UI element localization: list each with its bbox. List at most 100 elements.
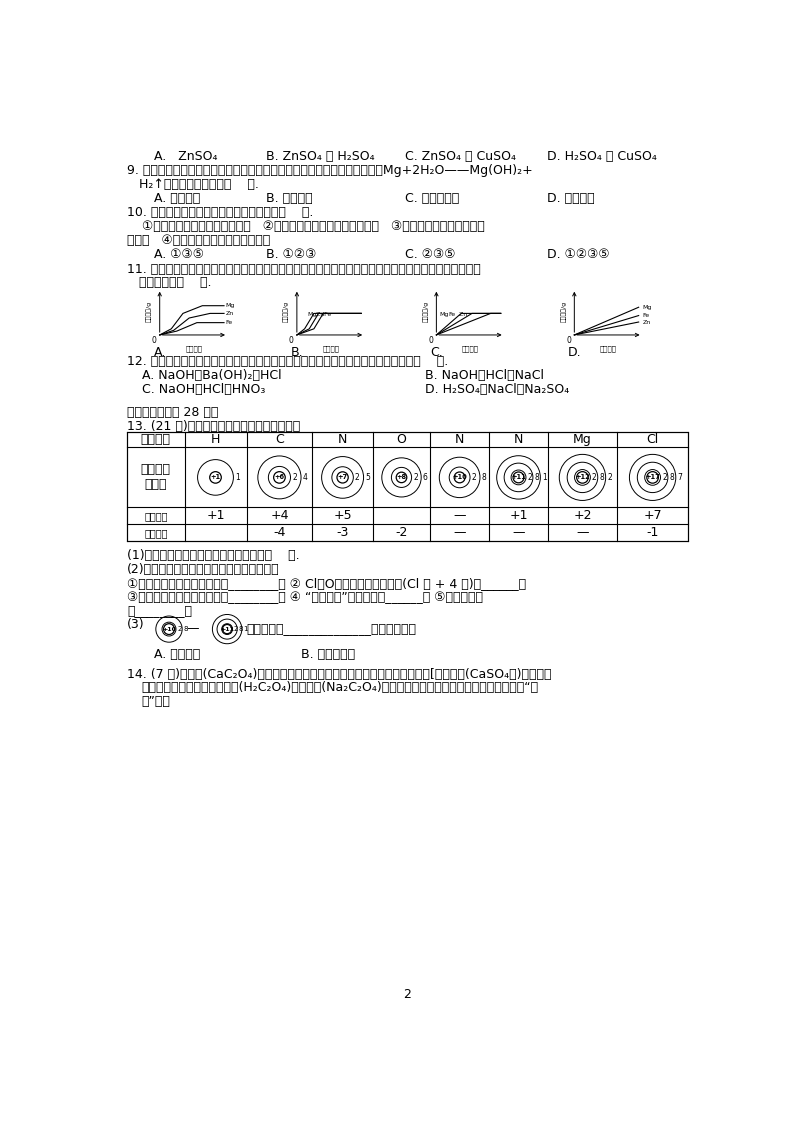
Text: 10. 下列有关物质用途的说法中，正确的是（    ）.: 10. 下列有关物质用途的说法中，正确的是（ ）. xyxy=(127,207,314,219)
Text: 反应时间: 反应时间 xyxy=(322,345,340,351)
Text: 0: 0 xyxy=(429,336,434,345)
Text: Fe: Fe xyxy=(448,312,455,317)
Text: C. NaOH、HCl、HNO₃: C. NaOH、HCl、HNO₃ xyxy=(142,383,265,395)
Circle shape xyxy=(513,472,524,483)
Text: ③能使紫色溶液变蓝的气体是________； ④ “西气东输”所输气体是______； ⑤最碱性的盐: ③能使紫色溶液变蓝的气体是________； ④ “西气东输”所输气体是____… xyxy=(127,591,484,603)
Text: 12. 现有四组物质的溶液，仅用醒酸溶液及同组物质之间相互反应就能鉴别出来的是（    ）.: 12. 现有四组物质的溶液，仅用醒酸溶液及同组物质之间相互反应就能鉴别出来的是（… xyxy=(127,355,449,368)
Text: ①用稀硫酸清除钙铁表面的铁锈   ②用碳酸氢钓作烤制糕点的发酵粉   ③用氯氧化钓中和胃中过多: ①用稀硫酸清除钙铁表面的铁锈 ②用碳酸氢钓作烤制糕点的发酵粉 ③用氯氧化钓中和胃… xyxy=(142,220,484,234)
Text: H₂↑，此反应类型属于（    ）.: H₂↑，此反应类型属于（ ）. xyxy=(127,177,259,191)
Text: A.: A. xyxy=(153,346,166,358)
Text: N: N xyxy=(455,433,464,446)
Text: 2: 2 xyxy=(413,473,418,482)
Circle shape xyxy=(210,472,222,483)
Text: 1: 1 xyxy=(243,627,248,632)
Text: 石”症。: 石”症。 xyxy=(142,695,171,709)
Text: +17: +17 xyxy=(646,474,660,481)
Text: 反应时间: 反应时间 xyxy=(462,345,479,351)
Text: 氢气质量/g: 氢气质量/g xyxy=(146,301,152,322)
Text: +7: +7 xyxy=(643,510,662,522)
Text: +6: +6 xyxy=(275,474,284,481)
Text: Zn: Zn xyxy=(642,320,651,325)
Text: N: N xyxy=(514,433,523,446)
Text: Mg: Mg xyxy=(642,304,652,310)
Circle shape xyxy=(454,472,465,483)
Text: Mg: Mg xyxy=(308,312,317,317)
Text: 4: 4 xyxy=(303,473,307,482)
Text: B. 不同种元素: B. 不同种元素 xyxy=(301,648,355,660)
Text: B.: B. xyxy=(291,346,303,358)
Text: 2: 2 xyxy=(472,473,476,482)
Text: C. 复分解反应: C. 复分解反应 xyxy=(406,192,460,204)
Text: 14. (7 分)草酸馒(CaC₂O₄)是不能被人体吸收的沉积物。豆腐中含有较多的馒盐[如硫酸馒(CaSO₄等)，菠菜、: 14. (7 分)草酸馒(CaC₂O₄)是不能被人体吸收的沉积物。豆腐中含有较多… xyxy=(127,667,552,681)
Text: A. 化合反应: A. 化合反应 xyxy=(153,192,200,204)
Text: +7: +7 xyxy=(337,474,348,481)
Text: 8: 8 xyxy=(183,627,188,632)
Text: 二、填空题（共 28 分）: 二、填空题（共 28 分） xyxy=(127,405,218,419)
Text: A.   ZnSO₄: A. ZnSO₄ xyxy=(153,150,217,163)
Text: -2: -2 xyxy=(395,527,407,539)
Text: 2: 2 xyxy=(177,627,182,632)
Text: (2)根据表中的元素写出符合要求的化学式：: (2)根据表中的元素写出符合要求的化学式： xyxy=(127,563,279,576)
Text: C. ②③⑤: C. ②③⑤ xyxy=(406,248,456,261)
Text: +12: +12 xyxy=(575,474,590,481)
Text: C. ZnSO₄ 和 CuSO₄: C. ZnSO₄ 和 CuSO₄ xyxy=(406,150,516,163)
Text: 氢气质量/g: 氢气质量/g xyxy=(561,301,566,322)
Text: +10: +10 xyxy=(453,474,467,481)
Text: Mg: Mg xyxy=(573,433,592,446)
Circle shape xyxy=(222,624,232,633)
Text: (3): (3) xyxy=(127,619,145,631)
Text: 2: 2 xyxy=(607,473,612,482)
Text: D. ①②③⑤: D. ①②③⑤ xyxy=(547,248,610,261)
Text: A. 同种元素: A. 同种元素 xyxy=(153,648,200,660)
Text: 7: 7 xyxy=(677,473,682,482)
Text: -1: -1 xyxy=(646,527,659,539)
Text: +1: +1 xyxy=(509,510,528,522)
Text: 原子结构
示意图: 原子结构 示意图 xyxy=(141,464,171,492)
Text: B. 分解反应: B. 分解反应 xyxy=(266,192,313,204)
Text: 2: 2 xyxy=(403,988,410,1001)
Text: Zn: Zn xyxy=(314,312,324,317)
Circle shape xyxy=(576,472,588,483)
Text: 反应时间: 反应时间 xyxy=(600,345,617,351)
Text: 8: 8 xyxy=(238,627,243,632)
Text: +4: +4 xyxy=(270,510,289,522)
Text: 间关系的是（    ）.: 间关系的是（ ）. xyxy=(127,276,212,290)
Text: +5: +5 xyxy=(333,510,352,522)
Text: 2: 2 xyxy=(527,473,532,482)
Text: C.: C. xyxy=(430,346,443,358)
Text: —: — xyxy=(453,527,466,539)
Text: 8: 8 xyxy=(534,473,539,482)
Text: Mg: Mg xyxy=(225,303,235,308)
Text: +11: +11 xyxy=(220,627,234,631)
Text: 2: 2 xyxy=(355,473,360,482)
Text: 0: 0 xyxy=(566,336,571,345)
Text: 洋葱、竹笋中含有丰富的草酸(H₂C₂O₄)、草酸钓(Na₂C₂O₄)，豆腐和上述几种蔬菜混合食用，可能诱发“结: 洋葱、竹笋中含有丰富的草酸(H₂C₂O₄)、草酸钓(Na₂C₂O₄)，豆腐和上述… xyxy=(142,682,539,694)
Text: —: — xyxy=(512,527,525,539)
Text: +8: +8 xyxy=(396,474,407,481)
Text: +10: +10 xyxy=(162,627,176,631)
Text: 6: 6 xyxy=(422,473,428,482)
Circle shape xyxy=(396,472,407,483)
Text: 2: 2 xyxy=(662,473,667,482)
Text: 8: 8 xyxy=(669,473,674,482)
Text: 8: 8 xyxy=(481,473,486,482)
Circle shape xyxy=(164,623,175,634)
Text: 2: 2 xyxy=(233,627,238,632)
Text: C: C xyxy=(275,433,283,446)
Text: 0: 0 xyxy=(289,336,294,345)
Text: Zn: Zn xyxy=(457,312,467,317)
Text: B. NaOH、HCl、NaCl: B. NaOH、HCl、NaCl xyxy=(425,368,544,382)
Text: +11: +11 xyxy=(511,474,526,481)
Text: D. H₂SO₄、NaCl、Na₂SO₄: D. H₂SO₄、NaCl、Na₂SO₄ xyxy=(425,383,569,395)
Circle shape xyxy=(337,472,349,483)
Text: Mg: Mg xyxy=(439,312,449,317)
Text: Fe: Fe xyxy=(642,313,649,318)
Text: -4: -4 xyxy=(273,527,286,539)
Text: Fe: Fe xyxy=(225,320,233,326)
Text: 氢气质量/g: 氢气质量/g xyxy=(283,301,289,322)
Text: B. ①②③: B. ①②③ xyxy=(266,248,316,261)
Text: 2: 2 xyxy=(592,473,596,482)
Text: D.: D. xyxy=(569,346,582,358)
Text: +1: +1 xyxy=(206,510,225,522)
Text: (1)上述元素中，属于稀有气体元素的是（    ）.: (1)上述元素中，属于稀有气体元素的是（ ）. xyxy=(127,549,300,562)
